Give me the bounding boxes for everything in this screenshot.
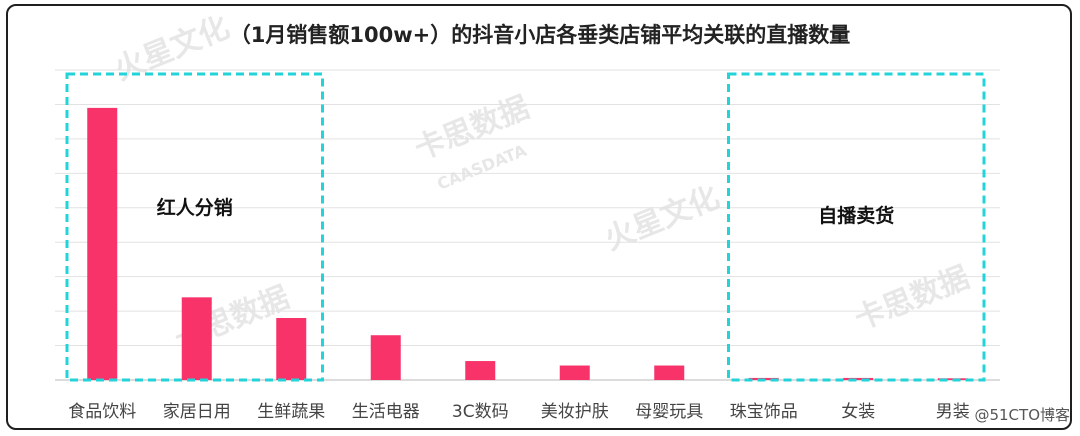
bar-5 <box>559 365 590 380</box>
x-tick-labels: 食品饮料 家居日用 生鲜蔬果 生活电器 3C数码 美妆护肤 母婴玩具 珠宝饰品 女装 男装 <box>68 402 970 422</box>
chart-title: （1月销售额100w+）的抖音小店各垂类店铺平均关联的直播数量 <box>230 23 850 47</box>
bar-3 <box>370 335 401 380</box>
bar-4 <box>465 361 496 380</box>
bar-1 <box>181 297 212 380</box>
annotation-boxes: 红人分销 自播卖货 <box>65 72 986 382</box>
y-gridlines <box>55 69 1000 347</box>
annotation-box-1 <box>727 72 986 382</box>
bar-2 <box>276 318 307 380</box>
watermark-brand-a: 火星文化 <box>110 10 234 87</box>
x-tick-label: 家居日用 <box>163 402 231 422</box>
x-tick-label: 生鲜蔬果 <box>257 402 325 422</box>
watermark-layer: 火星文化 卡思数据 CAASDATA 火星文化 卡思数据 卡思数据 <box>110 10 974 357</box>
x-tick-label: 男装 <box>936 402 970 422</box>
watermark-brand-a-2: 火星文化 <box>600 180 724 257</box>
bars <box>87 107 968 380</box>
x-tick-label: 美妆护肤 <box>541 402 609 422</box>
x-tick-label: 母婴玩具 <box>635 402 703 422</box>
x-tick-label: 珠宝饰品 <box>730 402 798 422</box>
annotation-label-1: 自播卖货 <box>818 204 894 227</box>
x-tick-label: 3C数码 <box>452 402 509 422</box>
x-tick-label: 生活电器 <box>352 402 420 422</box>
bar-8 <box>843 377 874 380</box>
x-tick-label: 食品饮料 <box>68 402 136 422</box>
watermark-brand-b-2: 卡思数据 <box>850 260 974 337</box>
bar-0 <box>87 107 118 380</box>
annotation-label-0: 红人分销 <box>157 196 233 219</box>
annotation-box-0 <box>65 72 324 382</box>
credit-label: @51CTO博客 <box>974 406 1070 424</box>
x-tick-label: 女装 <box>841 402 875 422</box>
bar-6 <box>654 365 685 380</box>
